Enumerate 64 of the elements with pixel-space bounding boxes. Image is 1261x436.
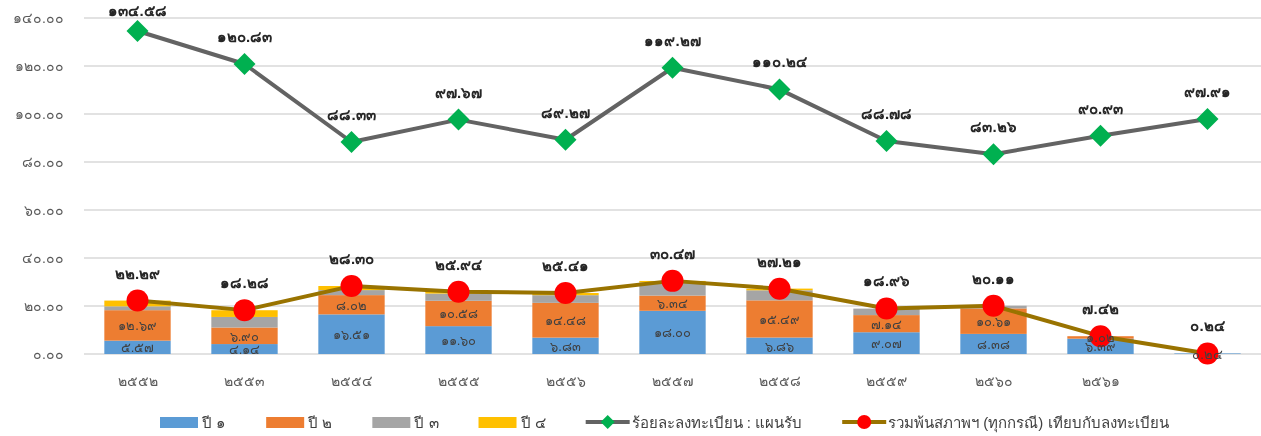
y-tick-label: ๑๒๐.๐๐ (15, 58, 64, 74)
x-tick-label: ๒๕๕๕ (437, 373, 480, 389)
data-label: ๑๕.๔๙ (758, 311, 801, 327)
data-label: ๒๕.๔๑ (542, 257, 589, 275)
y-tick-label: ๑๔๐.๐๐ (13, 10, 64, 26)
data-label: ๘.๓๘ (977, 336, 1010, 352)
data-label: ๑๐.๕๘ (438, 306, 479, 322)
x-tick-label: ๒๕๕๗ (651, 373, 694, 389)
data-label: ๓๐.๔๗ (649, 244, 696, 262)
data-label: ๒๒.๒๙ (114, 264, 161, 282)
data-label: ๖.๙๐ (229, 328, 260, 344)
data-label: ๑๑๐.๒๔ (752, 53, 808, 71)
data-label: ๘๙.๒๗ (541, 103, 590, 121)
data-label: ๑๐.๖๑ (975, 314, 1012, 330)
y-tick-label: ๐.๐๐ (33, 346, 64, 362)
data-label: ๑๒.๖๙ (118, 318, 157, 334)
legend-label: ร้อยละลงทะเบียน : แผนรับ (631, 414, 803, 431)
x-tick-label: ๒๕๕๒ (117, 373, 158, 389)
data-label: ๑๓๔.๕๘ (108, 2, 167, 19)
y-tick-label: ๔๐.๐๐ (22, 250, 64, 266)
y-tick-label: ๑๐๐.๐๐ (15, 106, 64, 122)
data-label: ๘๓.๒๖ (970, 118, 1017, 136)
data-label: ๒๘.๓๐ (328, 250, 375, 268)
data-label: ๒๕.๙๔ (434, 255, 484, 273)
data-label: ๑๑.๖๐ (440, 333, 477, 349)
data-label: ๗.๔๒ (1082, 300, 1119, 318)
data-label: ๕.๕๗ (120, 340, 155, 356)
data-label: ๑๒๐.๘๓ (216, 28, 273, 46)
data-label: ๘๘.๗๘ (860, 104, 913, 122)
data-label: ๙๐.๙๓ (1077, 99, 1124, 117)
data-label: ๑๔.๔๘ (544, 313, 587, 329)
data-label: ๘๘.๓๓ (327, 106, 376, 124)
data-label: ๖.๓๔ (657, 296, 688, 312)
data-label: ๒๐.๑๑ (971, 269, 1016, 287)
legend-label: รวมพ้นสภาพฯ (ทุกกรณี) เทียบกับลงทะเบียน (888, 414, 1169, 433)
data-label: ๑๖.๕๑ (332, 327, 371, 343)
x-tick-label: ๒๕๕๙ (866, 373, 907, 389)
x-tick-label: ๒๕๕๘ (758, 373, 801, 389)
x-tick-label: ๒๕๕๖ (545, 373, 586, 389)
y-tick-label: ๘๐.๐๐ (22, 154, 64, 170)
data-label: ๔.๑๔ (228, 342, 261, 358)
data-label: ๐.๒๔ (1190, 317, 1226, 335)
x-tick-label: ๒๕๕๓ (224, 373, 265, 389)
data-label: ๒๗.๒๑ (756, 252, 803, 270)
x-tick-label: ๒๕๖๑ (1081, 373, 1120, 389)
legend-label: ปี ๒ (307, 414, 333, 431)
data-label: ๑๘.๒๘ (220, 274, 269, 292)
data-label: ๑๘.๐๐ (653, 325, 692, 341)
data-label: ๑๘.๙๖ (862, 272, 911, 290)
data-label: ๘.๐๒ (336, 297, 367, 313)
y-tick-label: ๒๐.๐๐ (24, 298, 64, 314)
x-tick-label: ๒๕๖๐ (974, 373, 1013, 389)
data-label: ๙๗.๖๗ (434, 83, 483, 101)
legend-label: ปี ๑ (201, 414, 227, 431)
data-label: ๙.๐๗ (870, 336, 903, 352)
data-label: ๗.๑๔ (870, 316, 903, 332)
data-label: ๖.๘๖ (764, 338, 795, 354)
y-tick-label: ๖๐.๐๐ (24, 202, 64, 218)
data-label: ๑๑๙.๒๗ (644, 31, 701, 49)
x-tick-label: ๒๕๕๔ (330, 373, 373, 389)
legend-label: ปี ๔ (519, 414, 546, 431)
data-label: ๖.๘๓ (550, 338, 581, 354)
data-label: ๙๗.๙๑ (1183, 83, 1232, 101)
legend-label: ปี ๓ (413, 414, 439, 431)
